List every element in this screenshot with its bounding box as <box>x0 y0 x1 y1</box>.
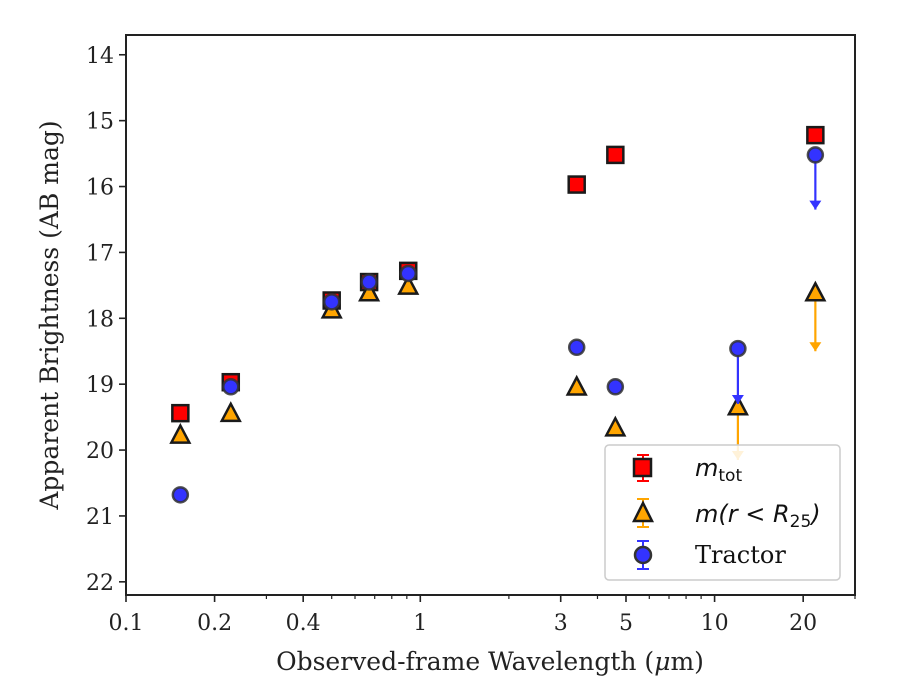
tractor-point <box>606 378 625 396</box>
mr25-point <box>358 280 381 302</box>
mtot-point <box>606 145 625 165</box>
tractor-point <box>399 264 417 283</box>
mr25-point <box>726 394 749 416</box>
mtot-point <box>171 403 190 423</box>
y-tick-label: 14 <box>86 44 114 69</box>
tractor-point <box>322 293 341 311</box>
mr25-upper-limit-arrow <box>809 342 822 352</box>
mtot-point <box>806 125 825 145</box>
y-axis: 14 15 16 17 18 19 20 21 22 <box>86 44 126 596</box>
y-tick-label: 16 <box>86 176 114 201</box>
mr25-point <box>169 422 192 444</box>
mtot-point <box>567 175 586 194</box>
y-tick-label: 21 <box>86 505 114 530</box>
x-tick-label: 3 <box>554 611 568 636</box>
x-tick-label: 0.1 <box>109 611 144 636</box>
legend-mr25-marker <box>631 500 655 523</box>
y-tick-label: 19 <box>86 373 114 398</box>
y-tick-label: 22 <box>86 571 114 596</box>
x-tick-label: 1 <box>413 611 427 636</box>
legend-entry-tractor: Tractor <box>633 540 786 570</box>
mr25-point <box>604 415 627 437</box>
mr25-point <box>219 401 242 423</box>
y-tick-label: 17 <box>86 241 114 266</box>
legend-mtot-label: mtot <box>695 454 742 486</box>
tractor-upper-limit-arrow <box>731 394 744 404</box>
legend-mr25-label: m(r < R25) <box>695 500 821 532</box>
x-tick-label: 10 <box>701 611 729 636</box>
tractor-point <box>360 273 378 291</box>
x-tick-label: 5 <box>619 611 633 636</box>
y-tick-label: 18 <box>86 307 114 332</box>
x-tick-label: 0.2 <box>197 611 232 636</box>
x-tick-label: 0.4 <box>286 611 321 636</box>
y-axis-label: Apparent Brightness (AB mag) <box>35 120 64 510</box>
y-tick-label: 15 <box>86 110 114 135</box>
tractor-upper-limit-arrow <box>809 200 822 210</box>
tractor-point <box>806 146 825 164</box>
tractor-point <box>567 338 586 357</box>
x-axis-label: Observed-frame Wavelength (μm) <box>276 647 704 676</box>
tractor-point <box>171 486 190 504</box>
plot-frame <box>125 34 856 596</box>
legend: mtot m(r < R25) Tractor <box>604 444 841 581</box>
y-tick-label: 20 <box>86 439 114 464</box>
legend-tractor-label: Tractor <box>695 541 786 569</box>
mr25-point <box>565 374 588 396</box>
legend-frame <box>604 444 841 581</box>
legend-tractor-marker <box>633 545 653 565</box>
tractor-point <box>729 339 747 358</box>
mr25-point <box>804 280 827 302</box>
mr25-point <box>397 273 420 295</box>
legend-entry-mtot: mtot <box>632 454 742 486</box>
tractor-point <box>222 378 240 396</box>
legend-mtot-marker <box>632 457 653 478</box>
x-tick-label: 20 <box>789 611 817 636</box>
x-axis: 0.1 0.2 0.4 1 3 5 10 20 <box>109 595 856 636</box>
legend-entry-mr25: m(r < R25) <box>631 498 821 532</box>
